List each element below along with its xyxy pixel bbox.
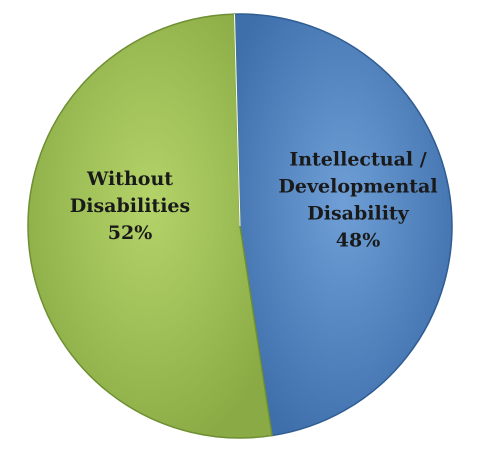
pie-slice-0: [233, 13, 453, 437]
pie-value-label-1: 52%: [108, 222, 153, 244]
pie-value-label-0: 48%: [336, 230, 381, 252]
pie-divider-top: [233, 14, 241, 227]
pie-name-label-0: Disability: [307, 203, 409, 225]
pie-name-label-0: Developmental: [278, 176, 437, 198]
pie-slice-1: [27, 13, 273, 439]
pie-labels: Intellectual / Developmental Disability 48%…: [70, 149, 438, 252]
pie-name-label-1: Disabilities: [70, 195, 190, 217]
pie-name-label-0: Intellectual /: [289, 149, 426, 171]
pie-name-label-1: Without: [86, 168, 173, 190]
pie-slices: [27, 13, 453, 439]
